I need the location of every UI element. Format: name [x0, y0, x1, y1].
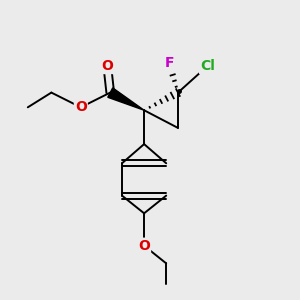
Text: O: O [138, 239, 150, 253]
Text: O: O [101, 59, 113, 73]
Polygon shape [108, 88, 144, 110]
Text: F: F [164, 56, 174, 70]
Text: O: O [75, 100, 87, 114]
Text: Cl: Cl [200, 59, 215, 73]
